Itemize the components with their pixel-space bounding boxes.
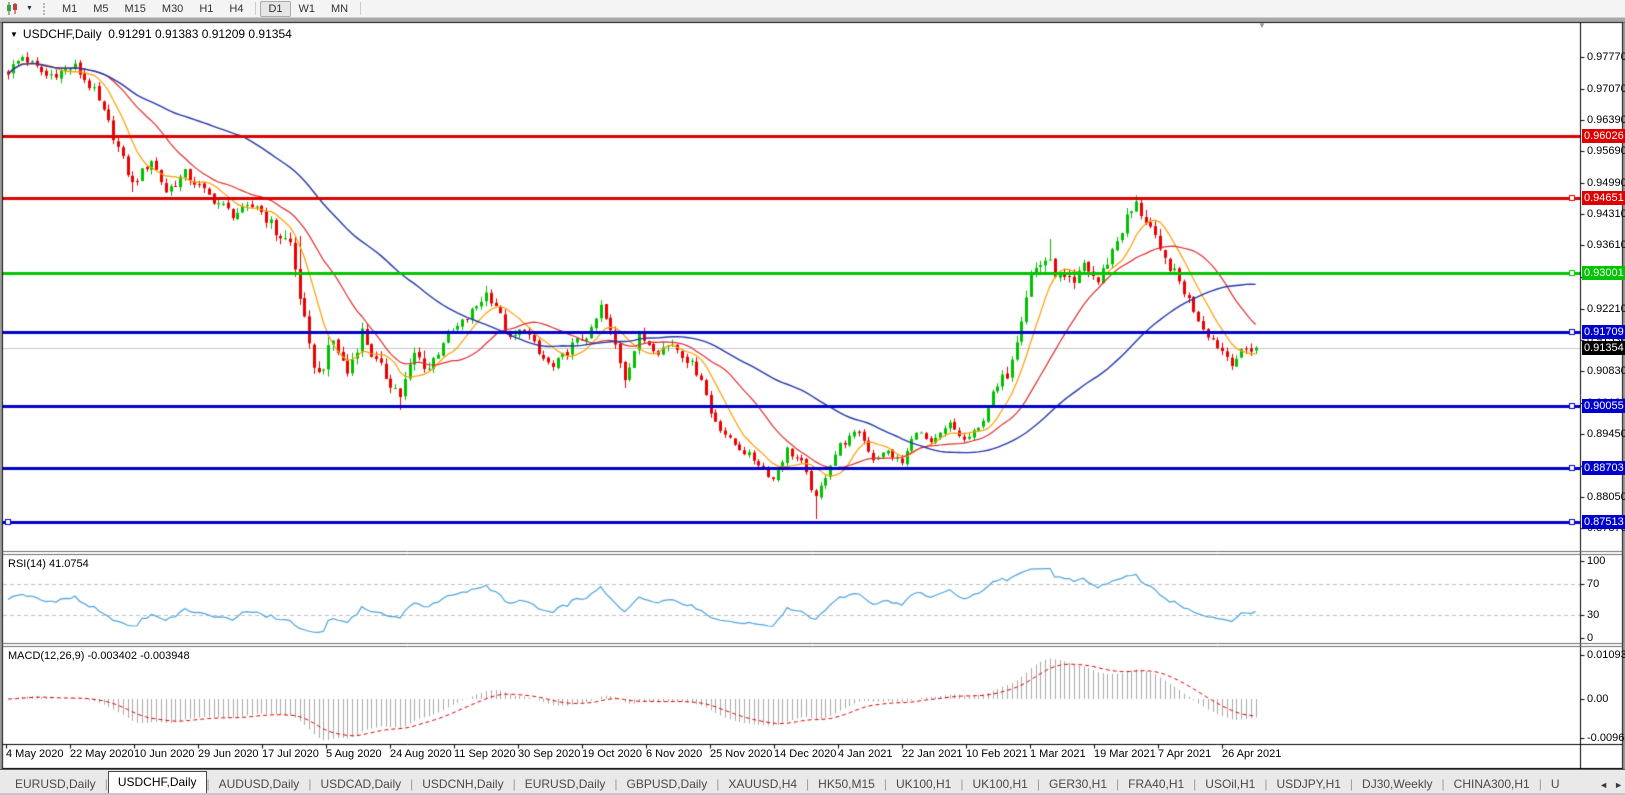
price-axis-tick: 0.97070 [1587,82,1625,95]
price-axis-tick: 0.95690 [1587,145,1625,158]
price-axis-tick: 0.88050 [1587,491,1625,504]
chart-tab-GER30-H1[interactable]: GER30,H1 [1048,777,1108,791]
chart-tab-USOil-H1[interactable]: USOil,H1 [1205,777,1256,791]
date-axis-label: 1 Mar 2021 [1030,748,1086,760]
date-axis-label: 11 Sep 2020 [454,748,516,760]
chart-tab-DJ30-Weekly[interactable]: DJ30,Weekly [1362,777,1433,791]
chart-tab-HK50-M15[interactable]: HK50,M15 [818,777,875,791]
chart-tab-U[interactable]: U [1550,777,1560,791]
price-level-badge: 0.91354 [1582,340,1625,355]
macd-indicator-label: MACD(12,26,9) -0.003402 -0.003948 [8,650,190,662]
date-axis-label: 22 Jan 2021 [902,748,963,760]
chart-tab-GBPUSD-Daily[interactable]: GBPUSD,Daily [626,777,708,791]
date-axis-label: 30 Sep 2020 [518,748,581,760]
date-axis-label: 25 Nov 2020 [710,748,773,760]
tab-separator: | [806,777,810,791]
chart-tab-XAUUSD-H4[interactable]: XAUUSD,H4 [728,777,798,791]
tab-separator: | [1116,777,1120,791]
chart-tab-bar: EURUSD,Daily | USDCHF,Daily | AUDUSD,Daily | U… [0,769,1625,793]
tab-separator: | [960,777,964,791]
symbol-dropdown-icon[interactable]: ▼ [10,30,18,39]
chart-shift-marker-icon[interactable]: ▼ [1258,21,1266,30]
date-axis-label: 6 Nov 2020 [646,748,703,760]
price-level-badge: 0.96026 [1582,128,1625,143]
chart-tab-EURUSD-Daily[interactable]: EURUSD,Daily [15,777,96,791]
date-axis-label: 4 May 2020 [6,748,64,760]
price-axis-tick: 0.94310 [1587,207,1625,220]
date-axis-label: 4 Jan 2021 [838,748,893,760]
price-axis-tick: 0.93610 [1587,239,1625,252]
price-axis-tick: 0.89450 [1587,427,1625,440]
chart-tab-UK100-H1[interactable]: UK100,H1 [895,777,952,791]
chart-tab-FRA40-H1[interactable]: FRA40,H1 [1128,777,1185,791]
status-strip [0,792,1625,795]
price-level-badge: 0.91709 [1582,324,1625,339]
price-level-badge: 0.93001 [1582,265,1625,280]
chart-tab-EURUSD-Daily[interactable]: EURUSD,Daily [524,777,606,791]
date-axis-label: 7 Apr 2021 [1158,748,1212,760]
tab-separator: | [614,777,618,791]
price-level-badge: 0.88703 [1582,460,1625,475]
date-axis-label: 17 Jul 2020 [262,748,319,760]
date-axis-label: 19 Oct 2020 [582,748,642,760]
date-axis-label: 10 Jun 2020 [134,748,195,760]
rsi-axis-tick: 70 [1587,578,1600,591]
tab-separator: | [512,777,516,791]
chart-tab-USDCHF-Daily[interactable]: USDCHF,Daily [107,771,207,793]
chart-tab-CHINA300-H1[interactable]: CHINA300,H1 [1453,777,1530,791]
price-axis-tick: 0.92210 [1587,302,1625,315]
tab-scroll-right-icon[interactable]: ► [1614,780,1623,790]
chart-tab-USDCNH-Daily[interactable]: USDCNH,Daily [422,777,504,791]
chart-ohlc-values: 0.91291 0.91383 0.91209 0.91354 [108,27,292,41]
tab-separator: | [206,777,210,791]
chart-symbol-label: USDCHF,Daily [22,27,102,41]
date-axis-label: 5 Aug 2020 [326,748,382,760]
macd-axis-tick: 0.00 [1587,693,1609,705]
tab-separator: | [1538,777,1542,791]
chart-title: ▼ USDCHF,Daily 0.91291 0.91383 0.91209 0.… [10,27,292,41]
rsi-axis-tick: 0 [1587,632,1594,644]
chart-tab-UK100-H1[interactable]: UK100,H1 [972,777,1028,791]
tab-separator: | [104,777,108,791]
rsi-axis-tick: 30 [1587,608,1600,621]
price-level-badge: 0.87513 [1582,514,1625,529]
tab-separator: | [308,777,312,791]
tab-separator: | [883,777,887,791]
tab-scroll-left-icon[interactable]: ◄ [1599,780,1609,790]
rsi-axis-tick: 100 [1587,555,1606,567]
price-axis-tick: 0.94990 [1587,176,1625,189]
tab-separator: | [1264,777,1268,791]
macd-axis-tick: -0.009653 [1587,731,1625,744]
tab-separator: | [1441,777,1445,791]
date-axis-label: 14 Dec 2020 [774,748,837,760]
chart-tab-AUDUSD-Daily[interactable]: AUDUSD,Daily [218,777,300,791]
price-axis-tick: 0.90830 [1587,365,1625,378]
tab-separator: | [1193,777,1197,791]
macd-axis-tick: 0.010933 [1587,649,1625,662]
chart-tab-USDJPY-H1[interactable]: USDJPY,H1 [1276,777,1341,791]
tab-separator: | [410,777,414,791]
price-level-badge: 0.94651 [1582,191,1625,206]
price-axis-tick: 0.97770 [1587,51,1625,63]
tab-separator: | [1036,777,1040,791]
tab-separator: | [1349,777,1354,791]
date-axis-label: 26 Apr 2021 [1222,748,1282,760]
tab-separator: | [716,777,720,791]
date-axis-label: 29 Jun 2020 [198,748,259,760]
price-axis-tick: 0.96390 [1587,113,1625,126]
chart-tabs: EURUSD,Daily | USDCHF,Daily | AUDUSD,Daily | U… [6,771,1568,793]
date-axis-label: 24 Aug 2020 [390,748,452,760]
rsi-indicator-label: RSI(14) 41.0754 [8,558,89,570]
date-axis-label: 22 May 2020 [70,748,134,760]
date-axis-label: 19 Mar 2021 [1094,748,1156,760]
chart-tab-USDCAD-Daily[interactable]: USDCAD,Daily [320,777,402,791]
price-level-badge: 0.90055 [1582,399,1625,414]
date-axis-label: 10 Feb 2021 [966,748,1028,760]
